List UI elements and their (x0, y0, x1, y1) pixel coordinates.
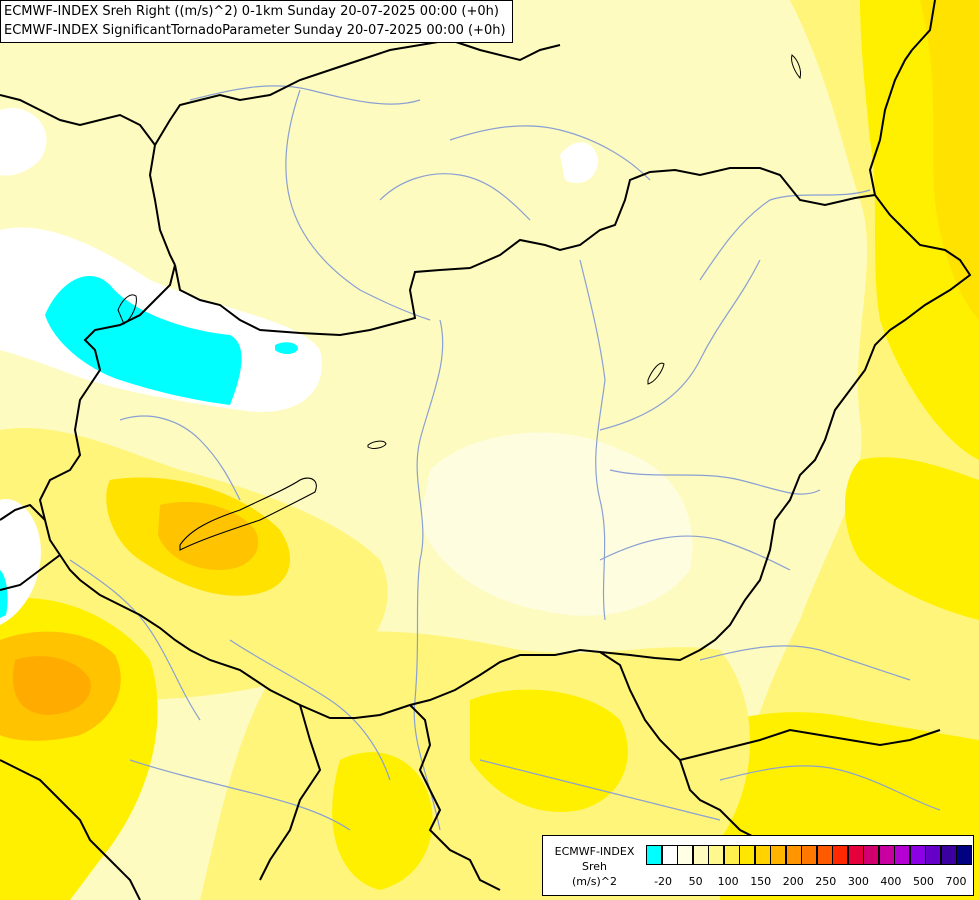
field-yellow-se-blob (845, 457, 979, 620)
title-box: ECMWF-INDEX Sreh Right ((m/s)^2) 0-1km S… (0, 0, 513, 43)
legend-swatch (956, 845, 972, 865)
legend-swatch (677, 845, 693, 865)
legend-tick-label: 50 (688, 875, 703, 888)
field-yellow-south-2 (332, 752, 433, 890)
lake-balaton (179, 477, 317, 551)
legend-swatch (832, 845, 848, 865)
legend-swatch (940, 845, 957, 865)
field-pale-center (420, 432, 693, 616)
legend-swatch (661, 845, 678, 865)
field-white-north (560, 142, 598, 184)
field-white-nw (0, 108, 47, 176)
legend-title-line-3: (m/s)^2 (572, 875, 617, 888)
field-yellow-south (470, 689, 628, 812)
legend-title-line-1: ECMWF-INDEX (554, 845, 635, 858)
legend-swatch (801, 845, 817, 865)
legend-tick-label: 200 (782, 875, 804, 888)
legend-swatch (878, 845, 895, 865)
legend-swatch (863, 845, 879, 865)
lake-small-1 (367, 440, 387, 449)
legend-swatch (646, 845, 662, 865)
legend-swatch (909, 845, 926, 865)
legend-title-line-2: Sreh (581, 860, 607, 873)
legend-swatch (785, 845, 802, 865)
legend: ECMWF-INDEX Sreh (m/s)^2 -20 50 100 150 200 2… (542, 835, 974, 896)
field-orange-west (158, 501, 259, 570)
lake-small-2 (647, 362, 665, 385)
legend-swatch (925, 845, 941, 865)
legend-swatch (894, 845, 910, 865)
field-white-sw (0, 499, 41, 625)
field-cyan-sw-edge (0, 570, 8, 618)
legend-tick-label: 300 (847, 875, 869, 888)
legend-tick-label: 700 (945, 875, 967, 888)
legend-swatch (847, 845, 864, 865)
legend-tick-label: 100 (717, 875, 739, 888)
legend-swatch (723, 845, 740, 865)
legend-tick-label: 500 (912, 875, 934, 888)
legend-tick-label: 150 (750, 875, 772, 888)
title-line-1: ECMWF-INDEX Sreh Right ((m/s)^2) 0-1km S… (4, 4, 499, 19)
field-deep-orange-sw (13, 656, 91, 715)
field-gold-ne-edge (920, 0, 979, 320)
legend-swatch (816, 845, 833, 865)
legend-tick-label: 250 (815, 875, 837, 888)
legend-swatch (739, 845, 755, 865)
legend-swatch (754, 845, 771, 865)
title-line-2: ECMWF-INDEX SignificantTornadoParameter … (4, 23, 506, 38)
lake-small-3 (791, 54, 801, 80)
legend-swatch (770, 845, 786, 865)
legend-swatch (692, 845, 709, 865)
legend-tick-label: 400 (880, 875, 902, 888)
field-cyan-west (45, 276, 242, 405)
legend-tick-label: -20 (654, 875, 673, 888)
legend-title: ECMWF-INDEX Sreh (m/s)^2 (543, 844, 646, 889)
field-cyan-small (275, 342, 298, 355)
rivers (69, 85, 941, 831)
legend-swatch (708, 845, 724, 865)
